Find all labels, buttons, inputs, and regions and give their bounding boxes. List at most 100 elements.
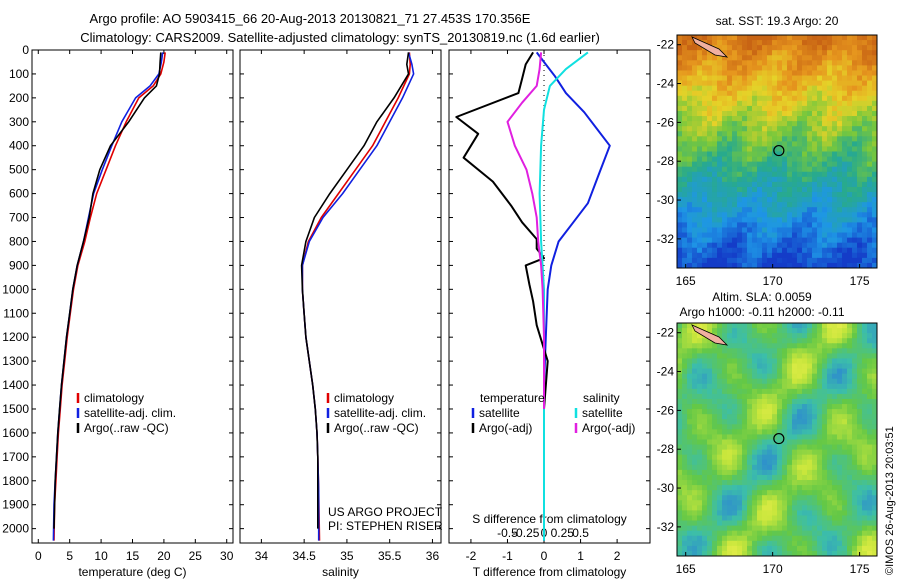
sst-map-cell (742, 257, 748, 264)
sla-map-cell (682, 388, 688, 395)
sst-map-cell (827, 126, 833, 132)
sst-map-cell (677, 131, 683, 137)
sst-map-cell (847, 35, 853, 41)
sst-map-cell (872, 237, 878, 244)
sst-map-cell (752, 141, 758, 147)
sst-map-cell (812, 70, 818, 77)
sla-map-cell (872, 474, 878, 481)
sst-map-cell (742, 40, 748, 46)
sla-map-cell (857, 500, 863, 506)
sla-map-cell (842, 525, 848, 532)
sla-map-cell (752, 368, 758, 375)
sst-map-cell (822, 161, 828, 168)
sla-map-cell (802, 485, 808, 491)
sla-map-cell (852, 388, 858, 395)
sst-map-cell (762, 192, 768, 198)
sla-map-cell (702, 398, 708, 405)
sst-map-cell (807, 121, 813, 127)
sla-map-cell (852, 393, 858, 400)
sla-map-cell (727, 429, 733, 435)
sla-map-cell (752, 530, 758, 537)
sst-map-cell (692, 212, 698, 218)
sst-map-cell (747, 212, 753, 218)
sla-map-cell (827, 368, 833, 375)
sst-map-cell (697, 121, 703, 127)
sla-map-cell (817, 388, 823, 395)
sst-map-cell (792, 105, 798, 112)
sst-map-cell (727, 161, 733, 168)
sla-map-cell (722, 530, 728, 537)
sst-map-cell (692, 151, 698, 158)
sla-map-cell (732, 480, 738, 486)
sla-map-cell (757, 414, 763, 420)
sla-map-cell (862, 485, 868, 491)
sla-map-cell (732, 348, 738, 354)
sst-map-cell (802, 156, 808, 163)
sst-map-cell (782, 161, 788, 168)
sst-map-cell (812, 166, 818, 173)
sla-map-cell (747, 535, 753, 542)
sla-map-cell (847, 515, 853, 522)
sst-map-cell (677, 55, 683, 61)
sst-map-cell (682, 95, 688, 102)
sst-map-cell (767, 242, 773, 249)
sst-map-cell (742, 100, 748, 107)
sla-map-cell (722, 469, 728, 476)
sla-map-cell (782, 545, 788, 552)
sst-map-cell (847, 151, 853, 158)
sla-map-cell (832, 495, 838, 501)
sst-map-cell (697, 207, 703, 213)
sst-map-cell (772, 197, 778, 203)
sla-map-cell (687, 388, 693, 395)
sla-map-cell (817, 469, 823, 476)
sla-map-cell (852, 414, 858, 420)
sst-map-cell (822, 227, 828, 234)
sst-map-cell (842, 141, 848, 147)
sla-map-cell (782, 328, 788, 334)
sla-map-cell (807, 404, 813, 410)
sst-map-cell (732, 227, 738, 234)
sst-map-cell (852, 110, 858, 117)
sla-map-cell (782, 409, 788, 415)
sla-map-cell (857, 404, 863, 410)
sla-map-cell (762, 353, 768, 359)
sla-map-cell (847, 439, 853, 446)
sst-map-cell (842, 262, 848, 269)
sla-map-cell (862, 398, 868, 405)
sst-map-cell (767, 161, 773, 168)
sst-map-cell (872, 105, 878, 112)
sst-map-cell (732, 257, 738, 264)
sla-map-cell (722, 449, 728, 456)
sla-map-cell (697, 439, 703, 446)
sla-map-cell (762, 358, 768, 365)
sst-map-cell (812, 262, 818, 269)
sst-map-cell (707, 60, 713, 66)
temperature-x-tick-label: 5 (66, 549, 73, 563)
sla-map-cell (762, 444, 768, 451)
sla-map-cell (762, 505, 768, 511)
sst-map-cell (847, 161, 853, 168)
sla-map-cell (772, 490, 778, 496)
sst-map-cell (762, 35, 768, 41)
sst-map-cell (832, 217, 838, 223)
sst-map-cell (682, 217, 688, 223)
sla-map-cell (867, 393, 873, 400)
sst-map-cell (792, 242, 798, 249)
sst-map-cell (862, 237, 868, 244)
sla-map-cell (677, 429, 683, 435)
sla-map-cell (707, 414, 713, 420)
sla-map-cell (847, 348, 853, 354)
sla-map-cell (717, 449, 723, 456)
sla-map-cell (677, 393, 683, 400)
sla-map-cell (822, 429, 828, 435)
sla-map-cell (732, 414, 738, 420)
sla-map-cell (772, 383, 778, 390)
sst-map-cell (782, 262, 788, 269)
sst-map-cell (687, 171, 693, 178)
sla-map-cell (832, 323, 838, 329)
sla-map-cell (717, 505, 723, 511)
sst-map-cell (822, 237, 828, 244)
sla-map-cell (732, 520, 738, 527)
sst-map-cell (767, 257, 773, 264)
sst-map-cell (772, 161, 778, 168)
